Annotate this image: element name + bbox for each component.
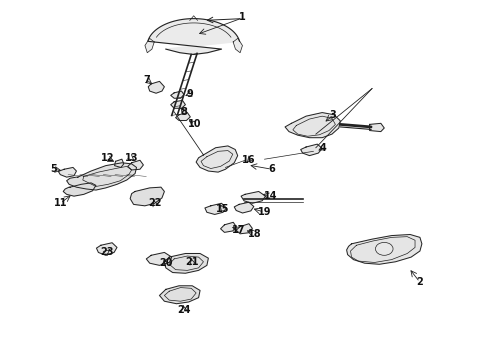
Polygon shape [148,19,240,54]
Polygon shape [236,224,252,234]
Text: 20: 20 [159,258,172,268]
Text: 11: 11 [53,198,67,208]
Text: 5: 5 [50,164,57,174]
Text: 2: 2 [416,277,423,287]
Text: 4: 4 [320,143,326,153]
Polygon shape [164,253,208,273]
Text: 21: 21 [186,257,199,267]
Polygon shape [128,160,144,170]
Circle shape [227,155,232,158]
Polygon shape [233,39,243,53]
Circle shape [220,150,225,154]
Text: 9: 9 [187,89,194,99]
Polygon shape [241,192,266,203]
Text: 8: 8 [180,107,187,117]
Circle shape [375,242,393,255]
Polygon shape [130,187,164,206]
Polygon shape [145,39,154,53]
Text: 13: 13 [125,153,138,163]
Text: 7: 7 [143,75,149,85]
Text: 6: 6 [269,164,275,174]
Polygon shape [115,159,124,167]
Text: 14: 14 [264,191,277,201]
Text: 22: 22 [148,198,161,208]
Polygon shape [234,202,254,213]
Circle shape [211,152,216,156]
Polygon shape [196,146,238,172]
Text: 19: 19 [258,207,271,217]
Polygon shape [148,81,164,93]
Polygon shape [205,203,226,215]
Polygon shape [147,252,172,265]
Polygon shape [220,222,236,232]
Circle shape [315,118,320,122]
Text: 16: 16 [242,155,256,165]
Text: 1: 1 [239,12,246,22]
Polygon shape [346,234,422,264]
Text: 23: 23 [100,247,114,257]
Polygon shape [285,113,340,138]
Polygon shape [301,144,322,156]
Polygon shape [58,167,76,177]
Polygon shape [159,286,200,304]
Polygon shape [175,113,190,121]
Polygon shape [171,91,184,98]
Text: 17: 17 [232,225,246,235]
Text: 18: 18 [248,229,262,239]
Text: 24: 24 [177,305,191,315]
Text: 12: 12 [100,153,114,163]
Text: 3: 3 [330,111,336,121]
Circle shape [303,121,309,125]
Polygon shape [171,100,185,108]
Text: 10: 10 [189,120,202,129]
Polygon shape [67,163,137,190]
Polygon shape [63,183,96,196]
Text: 15: 15 [216,204,230,214]
Polygon shape [369,123,384,132]
Polygon shape [97,243,117,255]
Circle shape [324,120,330,124]
